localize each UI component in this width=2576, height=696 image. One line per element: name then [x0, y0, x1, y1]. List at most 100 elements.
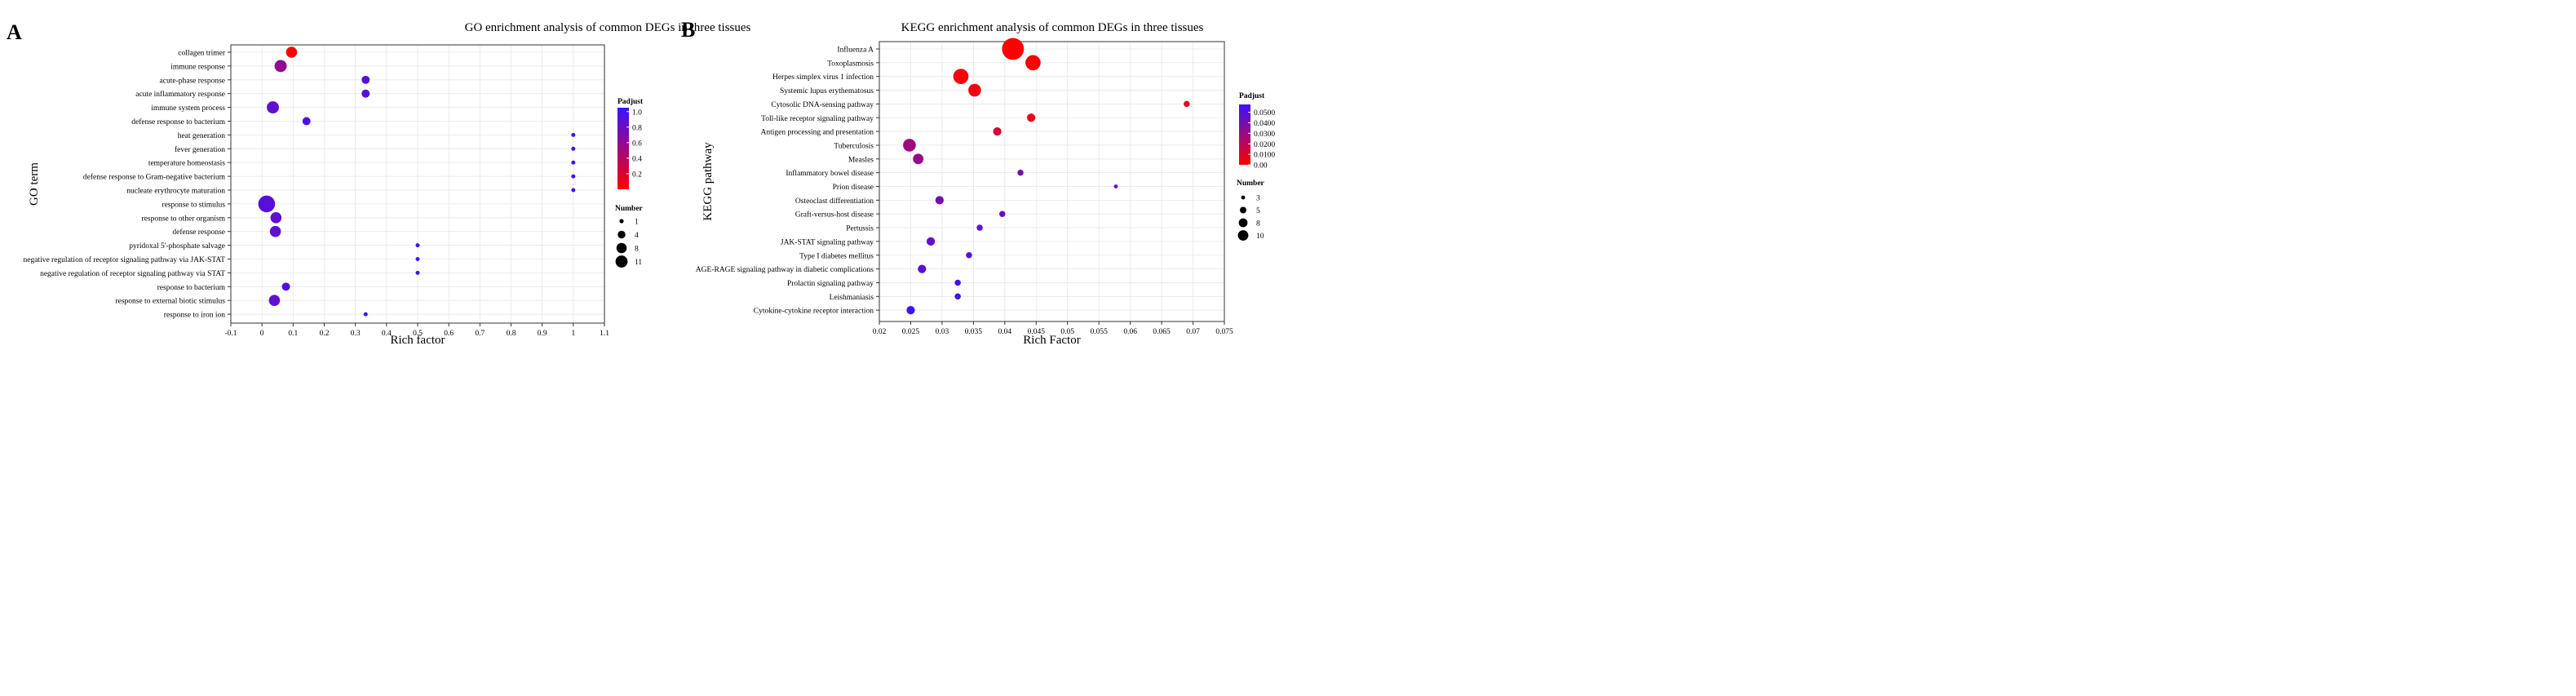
y-category-label: Leishmaniasis: [830, 294, 874, 302]
data-point: [954, 279, 961, 286]
x-axis-label: Rich Factor: [1023, 334, 1080, 347]
data-point: [906, 306, 915, 315]
size-legend-label: 1: [635, 219, 639, 227]
y-category-label: Graft-versus-host disease: [795, 211, 874, 219]
data-point: [361, 89, 370, 98]
y-category-label: Cytosolic DNA-sensing pathway: [771, 101, 874, 109]
size-legend-title: Number: [1237, 180, 1265, 188]
y-category-label: Osteoclast differentiation: [795, 197, 874, 206]
y-category-label: Systemic lupus erythematosus: [780, 87, 874, 95]
y-category-label: negative regulation of receptor signalin…: [24, 255, 226, 264]
y-category-label: response to external biotic stimulus: [115, 298, 225, 306]
y-category-label: AGE-RAGE signaling pathway in diabetic c…: [696, 266, 874, 274]
color-bar-tick-label: 0.0400: [1254, 120, 1275, 128]
data-point: [913, 153, 924, 165]
data-point: [1113, 184, 1118, 188]
plot-frame: [879, 41, 1225, 322]
data-point: [966, 252, 972, 259]
y-axis-label: KEGG pathway: [702, 142, 715, 221]
y-category-label: defense response to bacterium: [131, 117, 225, 126]
data-point: [926, 237, 936, 246]
x-tick-label: 0.065: [1153, 328, 1171, 336]
y-category-label: defense response to Gram-negative bacter…: [83, 173, 226, 182]
y-category-label: Toll-like receptor signaling pathway: [761, 115, 874, 123]
x-tick-label: 0.06: [1123, 328, 1137, 336]
kegg-panel: B KEGG enrichment analysis of common DEGs…: [681, 18, 1275, 347]
data-point: [571, 174, 576, 179]
x-tick-label: 0.1: [288, 330, 298, 338]
x-tick-label: 0.075: [1215, 328, 1233, 336]
size-legend-label: 10: [1256, 233, 1264, 241]
data-point: [1025, 55, 1041, 71]
color-bar: [1239, 104, 1250, 165]
color-legend-title: Padjust: [1239, 92, 1265, 100]
y-category-label: Prion disease: [833, 184, 874, 192]
data-point: [993, 127, 1002, 136]
x-tick-label: 0.4: [382, 330, 392, 338]
data-point: [954, 293, 961, 300]
y-category-label: immune system process: [151, 104, 225, 113]
plot-frame: [230, 44, 605, 324]
y-category-label: Type I diabetes mellitus: [799, 252, 874, 260]
x-tick-label: 0.04: [998, 328, 1012, 336]
data-point: [267, 101, 279, 114]
y-category-label: negative regulation of receptor signalin…: [40, 269, 225, 278]
y-category-label: response to stimulus: [162, 201, 225, 209]
data-point: [1002, 38, 1025, 60]
x-tick-label: 0.2: [320, 330, 330, 338]
size-legend-label: 8: [1256, 220, 1260, 228]
data-point: [571, 188, 576, 193]
x-tick-label: 0.05: [1060, 328, 1074, 336]
data-point: [363, 312, 368, 317]
color-bar: [617, 108, 629, 189]
data-point: [285, 47, 298, 58]
data-point: [302, 117, 311, 126]
size-legend-label: 8: [635, 246, 639, 254]
data-point: [571, 146, 576, 151]
y-category-label: Pertussis: [846, 225, 874, 233]
color-bar-tick-label: 0.6: [632, 140, 642, 148]
x-tick-label: 0.045: [1028, 328, 1046, 336]
size-legend-label: 4: [635, 232, 639, 240]
x-tick-label: 0.8: [507, 330, 516, 338]
data-point: [1027, 113, 1036, 122]
x-tick-label: 0.6: [444, 330, 454, 338]
y-category-label: Toxoplasmosis: [827, 60, 874, 68]
x-tick-label: 0.035: [965, 328, 983, 336]
x-tick-label: 0.5: [413, 330, 423, 338]
y-category-label: Cytokine-cytokine receptor interaction: [754, 308, 874, 316]
data-point: [571, 132, 576, 137]
y-category-label: nucleate erythrocyte maturation: [126, 188, 225, 196]
data-point: [1184, 100, 1190, 108]
data-point: [258, 195, 276, 213]
size-legend-dot: [1238, 218, 1248, 228]
x-tick-label: 0.03: [936, 328, 949, 336]
color-bar-tick-label: 0.0300: [1254, 131, 1275, 139]
y-category-label: Prolactin signaling pathway: [787, 280, 874, 288]
x-tick-label: 0.07: [1186, 328, 1200, 336]
data-point: [1017, 169, 1024, 176]
panel-label: B: [681, 18, 695, 42]
color-bar-tick-label: 0.0200: [1254, 141, 1275, 149]
y-category-label: response to bacterium: [157, 284, 226, 292]
size-legend-dot: [1241, 195, 1246, 200]
x-tick-label: 0.02: [873, 328, 887, 336]
data-point: [935, 196, 944, 205]
size-legend-dot: [1237, 230, 1249, 241]
y-category-label: heat generation: [178, 132, 226, 140]
y-category-label: pyridoxal 5'-phosphate salvage: [129, 242, 225, 250]
data-point: [268, 295, 281, 306]
size-legend-dot: [615, 255, 628, 268]
size-legend-dot: [619, 219, 624, 224]
x-tick-label: 0.7: [475, 330, 485, 338]
x-tick-label: 1: [571, 330, 575, 338]
y-category-label: Antigen processing and presentation: [760, 129, 874, 137]
color-bar-tick-label: 0.4: [632, 155, 642, 163]
y-category-label: Influenza A: [837, 46, 874, 55]
size-legend-title: Number: [615, 205, 644, 213]
y-category-label: Tuberculosis: [834, 142, 874, 150]
x-tick-label: 0.9: [538, 330, 547, 338]
data-point: [269, 225, 281, 237]
data-point: [968, 83, 981, 97]
